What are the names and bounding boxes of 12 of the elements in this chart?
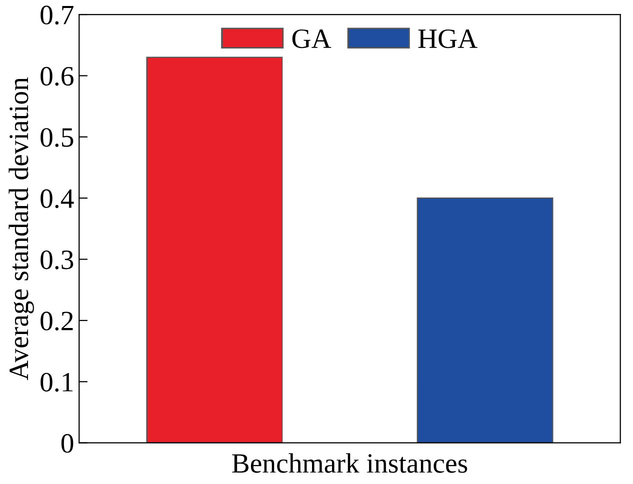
y-tick-label: 0.5: [40, 128, 74, 147]
y-tick-label: 0.6: [40, 66, 74, 86]
y-tick-label: 0.2: [40, 312, 73, 331]
y-axis-title: Average standard deviation: [8, 77, 34, 380]
x-axis-title: Benchmark instances: [232, 453, 468, 473]
y-tick-label: 0.7: [40, 6, 74, 25]
y-tick-label: 0.4: [40, 189, 74, 208]
legend-label: HGA: [418, 29, 478, 48]
y-tick-label: 0.1: [40, 372, 73, 392]
y-tick-label: 0: [61, 434, 74, 453]
y-tick-label: 0.3: [40, 250, 74, 270]
legend-label: GA: [292, 29, 332, 48]
